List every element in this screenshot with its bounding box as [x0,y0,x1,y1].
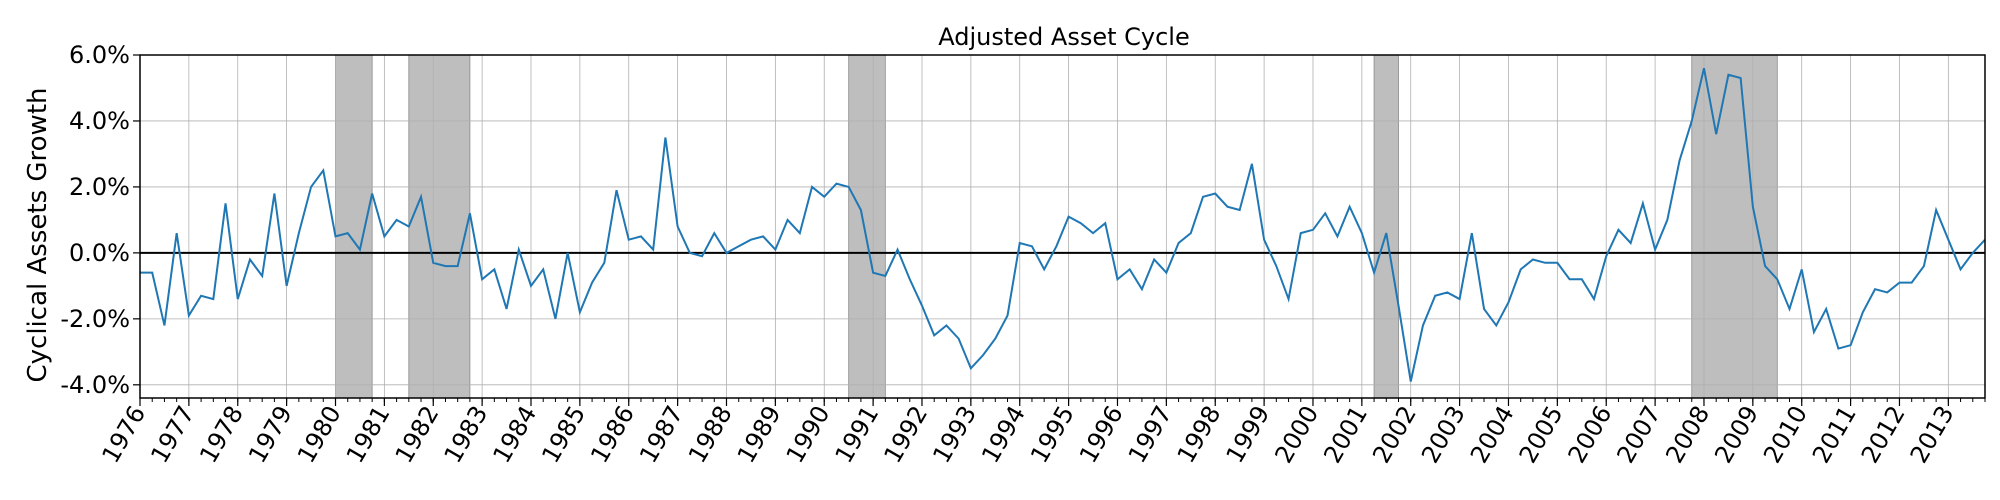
x-tick-label: 2004 [1465,401,1520,468]
x-tick-label: 1985 [536,401,591,468]
x-axis: 1976197719781979198019811982198319841985… [96,398,1986,468]
y-tick-label: -2.0% [60,305,130,333]
x-tick-label: 2006 [1563,401,1618,468]
x-tick-label: 1987 [634,401,689,468]
x-tick-label: 2008 [1660,401,1715,468]
y-axis-label: Cyclical Assets Growth [23,88,53,383]
x-tick-label: 1988 [683,401,738,468]
x-tick-label: 1983 [439,401,494,468]
x-tick-label: 2013 [1905,401,1960,468]
y-tick-label: 6.0% [69,41,130,69]
x-tick-label: 2003 [1416,401,1471,468]
recession-shading-layer [335,54,1778,399]
x-tick-label: 1990 [781,401,836,468]
x-tick-label: 1982 [390,401,445,468]
x-tick-label: 1977 [145,401,200,468]
y-tick-label: 0.0% [69,239,130,267]
x-tick-label: 1976 [96,401,151,468]
recession-band [335,54,373,399]
x-tick-label: 2005 [1514,401,1569,468]
recession-band [408,54,471,399]
recession-band [1691,54,1778,399]
x-tick-label: 1991 [830,401,885,468]
x-tick-label: 2000 [1269,401,1324,468]
y-tick-label: -4.0% [60,371,130,399]
x-tick-label: 2010 [1758,401,1813,468]
x-tick-label: 1986 [585,401,640,468]
y-tick-label: 2.0% [69,173,130,201]
recession-band [848,54,886,399]
x-tick-label: 1997 [1123,401,1178,468]
x-tick-label: 2009 [1709,401,1764,468]
x-tick-label: 1996 [1074,401,1129,468]
chart-title: Adjusted Asset Cycle [938,23,1189,51]
x-tick-label: 1980 [292,401,347,468]
y-axis: -4.0% -2.0% 0.0% 2.0% 4.0% 6.0% [60,41,140,399]
plot-frame [139,54,1986,399]
x-tick-label: 1994 [976,401,1031,468]
x-tick-label: 1981 [341,401,396,468]
x-tick-label: 2007 [1612,401,1667,468]
y-tick-label: 4.0% [69,107,130,135]
x-tick-label: 1989 [732,401,787,468]
x-tick-label: 1992 [878,401,933,468]
x-tick-label: 1978 [194,401,249,468]
x-tick-label: 2011 [1807,401,1862,468]
x-tick-label: 1984 [487,401,542,468]
x-tick-label: 2001 [1318,401,1373,468]
x-tick-label: 2002 [1367,401,1422,468]
series-line [140,67,1986,382]
x-tick-label: 1993 [927,401,982,468]
x-tick-label: 1979 [243,401,298,468]
x-tick-label: 2012 [1856,401,1911,468]
recession-band [1373,54,1399,399]
x-tick-label: 1998 [1172,401,1227,468]
x-tick-label: 1995 [1025,401,1080,468]
x-tick-label: 1999 [1221,401,1276,468]
